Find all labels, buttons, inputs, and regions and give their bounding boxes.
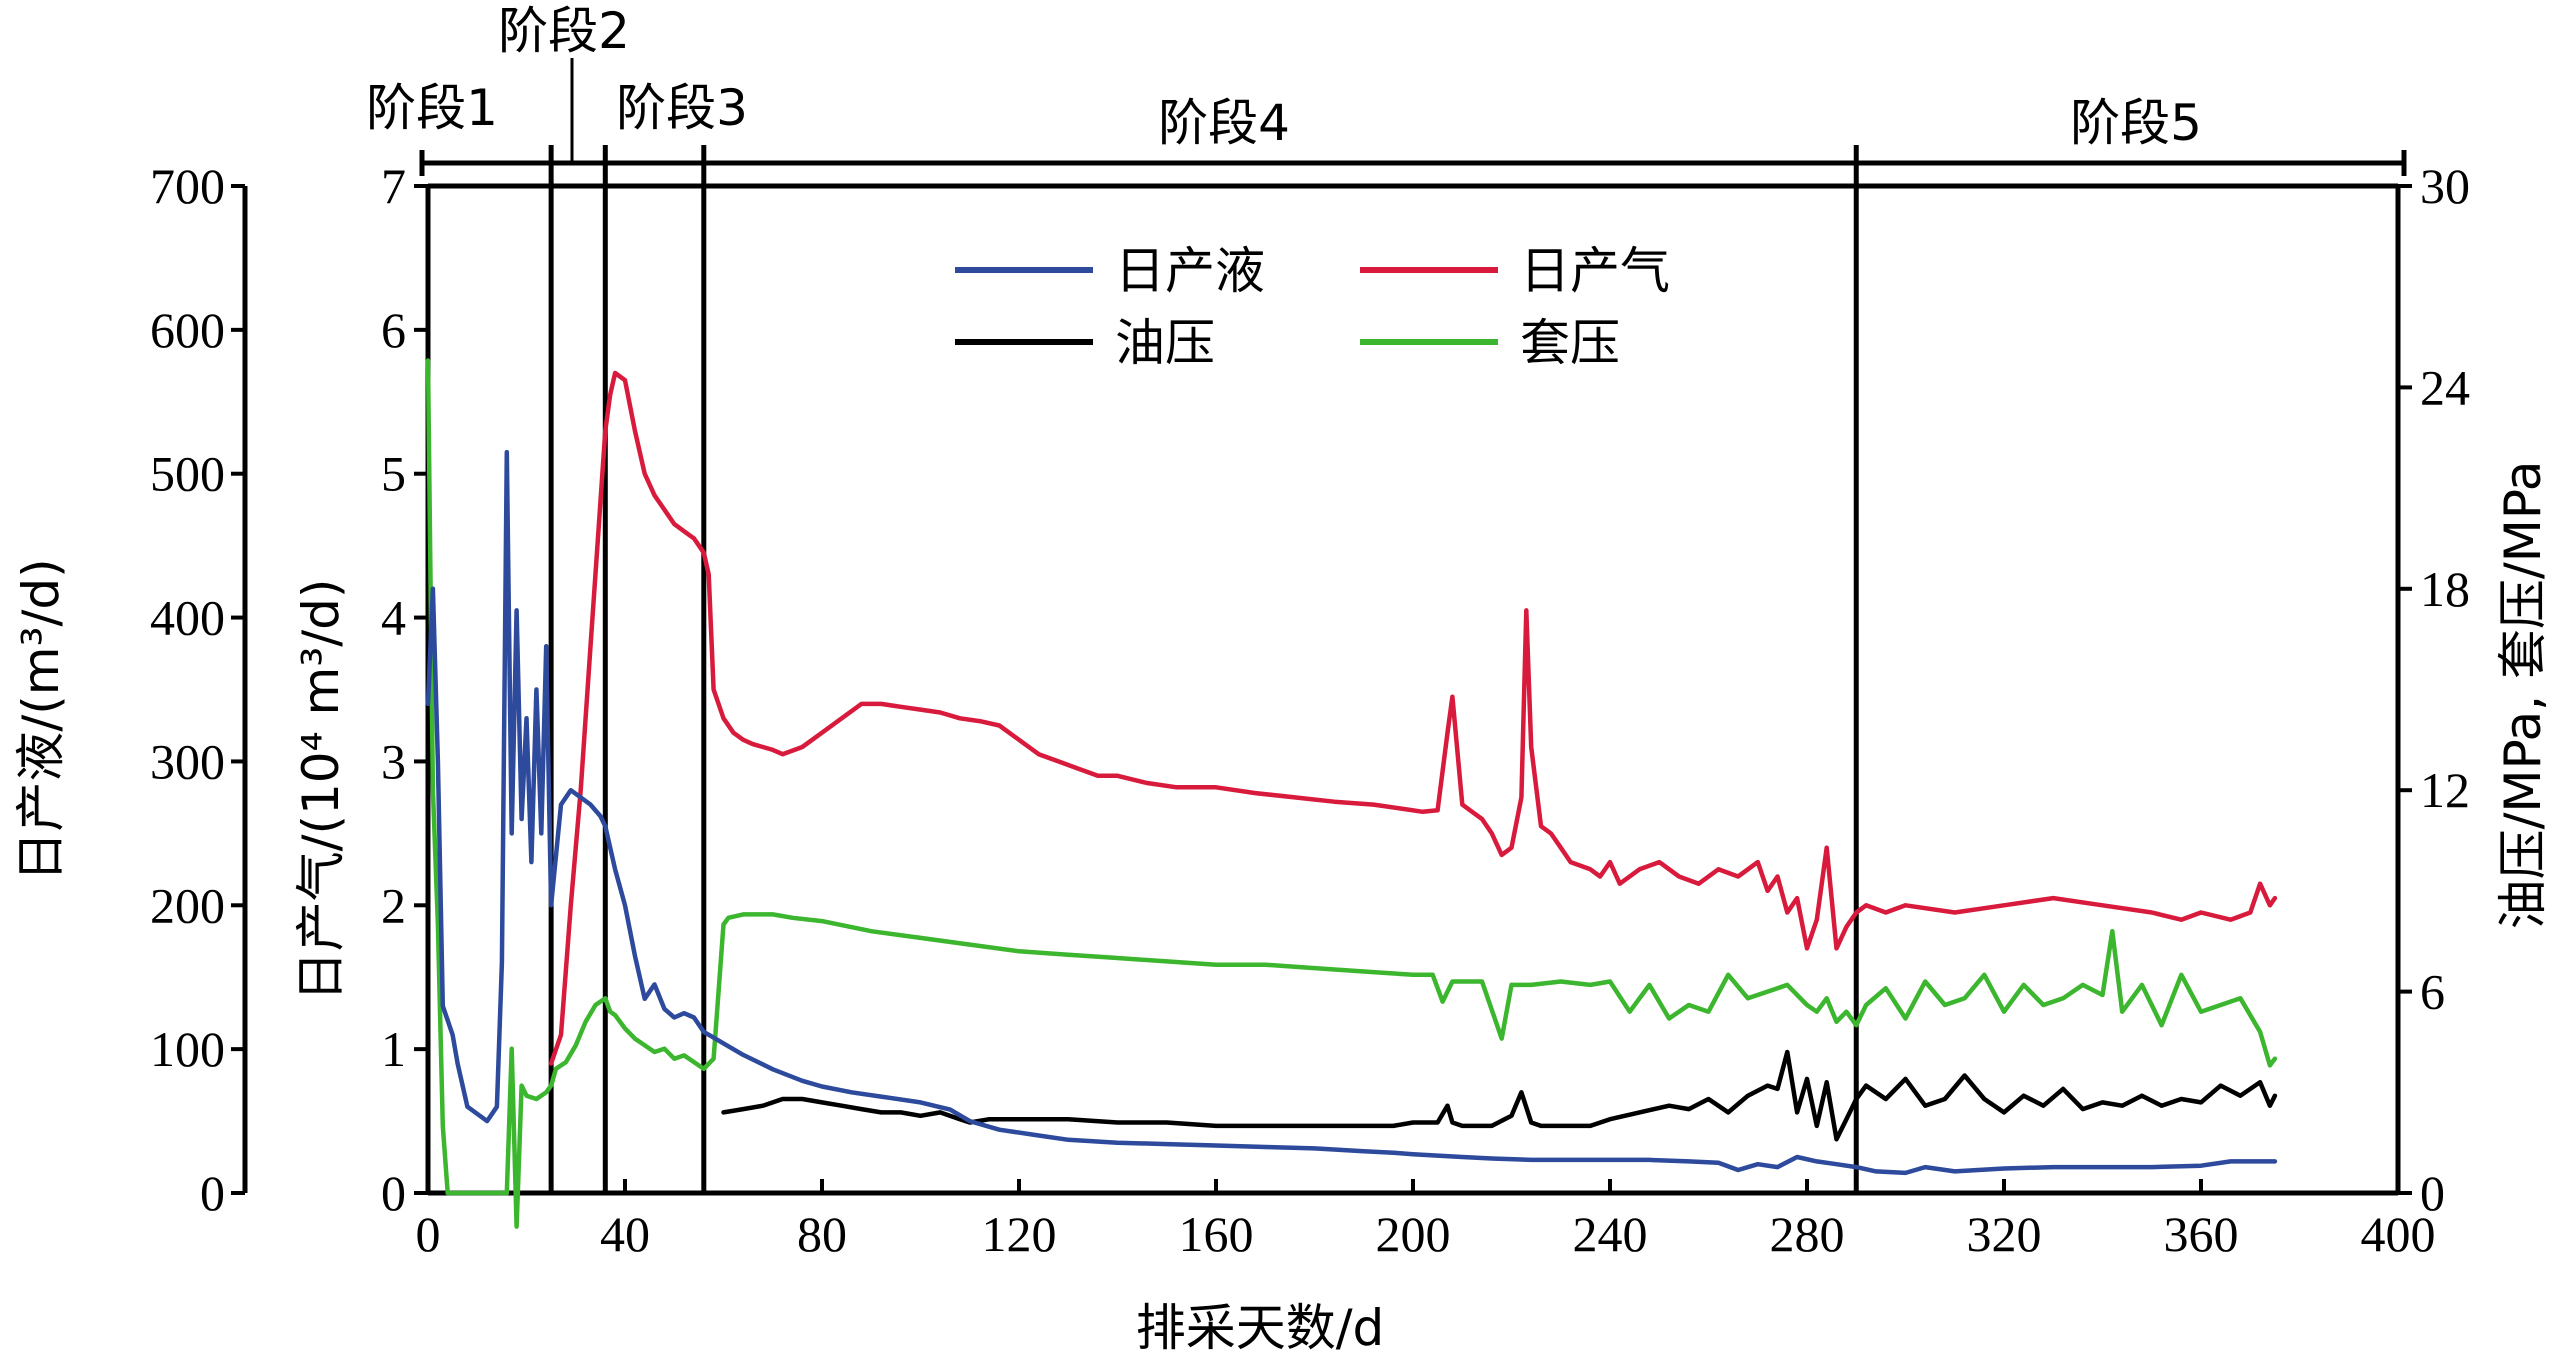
stage-label: 阶段1 [366,79,498,137]
y-tick-label-liquid: 300 [150,733,225,789]
x-tick-label: 0 [416,1206,441,1262]
y-axis-title-pressure: 油压/MPa, 套压/MPa [2494,461,2552,930]
stage-label: 阶段2 [498,2,630,60]
x-tick-label: 40 [600,1206,650,1262]
y-tick-label-pressure: 0 [2420,1165,2445,1221]
y-tick-label-gas: 5 [381,446,406,502]
series-line-0 [425,449,2278,1176]
x-tick-label: 360 [2164,1206,2239,1262]
x-tick-label: 200 [1376,1206,1451,1262]
x-axis-title: 排采天数/d [1136,1299,1385,1353]
series-line-1 [548,370,2278,1066]
y-tick-label-pressure: 24 [2420,359,2470,415]
x-tick-label: 400 [2361,1206,2436,1262]
series-line-2 [721,1049,2278,1142]
y-tick-label-liquid: 0 [200,1165,225,1221]
y-tick-label-gas: 6 [381,302,406,358]
y-tick-label-pressure: 6 [2420,964,2445,1020]
y-tick-label-liquid: 500 [150,446,225,502]
y-tick-label-gas: 2 [381,877,406,933]
x-tick-label: 240 [1573,1206,1648,1262]
stage-label: 阶段4 [1158,94,1290,152]
series-line-3 [425,358,2278,1229]
legend-label: 日产液 [1115,242,1265,300]
y-axis-title-liquid: 日产液/(m³/d) [12,558,70,881]
y-tick-label-gas: 4 [381,590,406,646]
y-tick-label-pressure: 30 [2420,158,2470,214]
series-layer [425,358,2278,1229]
y-tick-label-gas: 7 [381,158,406,214]
y-tick-label-liquid: 700 [150,158,225,214]
y-tick-label-gas: 0 [381,1165,406,1221]
x-tick-label: 280 [1770,1206,1845,1262]
legend-label: 油压 [1115,314,1215,372]
x-tick-label: 320 [1967,1206,2042,1262]
y-tick-label-pressure: 12 [2420,762,2470,818]
y-tick-label-liquid: 600 [150,302,225,358]
x-tick-label: 160 [1179,1206,1254,1262]
x-tick-label: 80 [797,1206,847,1262]
plot-frame [231,183,2412,1196]
stage-label: 阶段5 [2070,94,2202,152]
legend-label: 套压 [1520,314,1620,372]
y-tick-label-liquid: 400 [150,590,225,646]
y-tick-label-gas: 1 [381,1021,406,1077]
axis-tick-labels: 0 40 80 120 160 200 240 280 320 360 40001234567010… [150,158,2470,1262]
y-tick-label-liquid: 200 [150,877,225,933]
legend-label: 日产气 [1520,242,1670,300]
x-tick-label: 120 [982,1206,1057,1262]
y-tick-label-gas: 3 [381,733,406,789]
y-tick-label-pressure: 18 [2420,561,2470,617]
y-axis-title-gas: 日产气/(10⁴ m³/d) [292,579,350,1002]
y-tick-label-liquid: 100 [150,1021,225,1077]
stage-label: 阶段3 [616,79,748,137]
